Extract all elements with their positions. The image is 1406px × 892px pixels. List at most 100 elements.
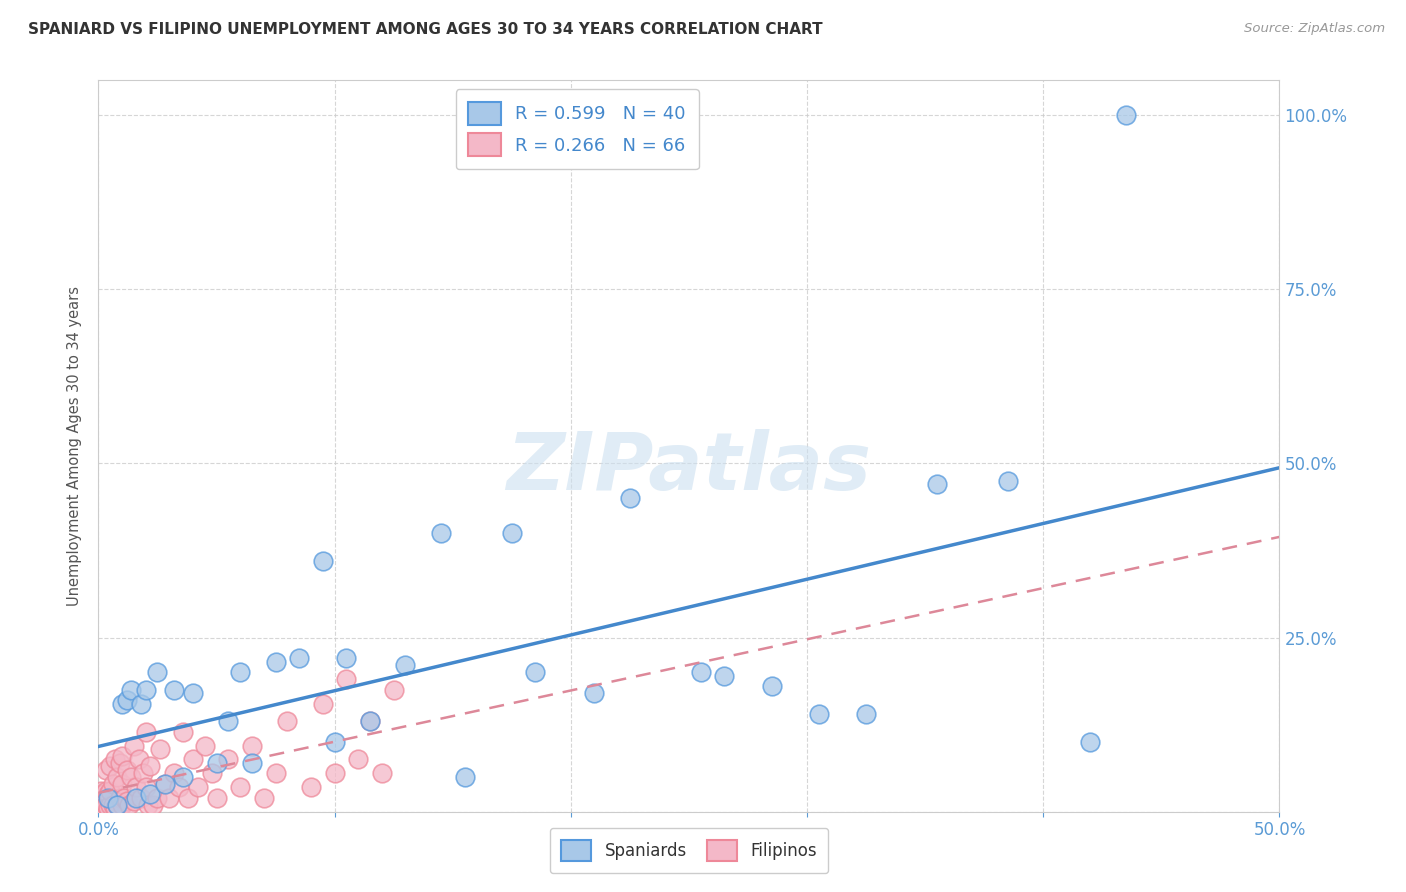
Point xyxy=(98,784,121,798)
Point xyxy=(1115,108,1137,122)
Point xyxy=(97,787,120,801)
Point xyxy=(217,714,239,728)
Point xyxy=(205,790,228,805)
Point xyxy=(101,777,124,791)
Point xyxy=(205,756,228,770)
Point xyxy=(97,801,120,815)
Point xyxy=(121,770,143,784)
Point xyxy=(118,797,141,812)
Point xyxy=(132,766,155,780)
Point xyxy=(217,752,239,766)
Text: ZIPatlas: ZIPatlas xyxy=(506,429,872,507)
Point xyxy=(91,787,114,801)
Point xyxy=(264,655,287,669)
Point xyxy=(323,735,346,749)
Point xyxy=(163,682,186,697)
Point xyxy=(111,797,134,812)
Point xyxy=(153,777,176,791)
Point xyxy=(181,752,204,766)
Point xyxy=(167,780,190,795)
Point xyxy=(323,766,346,780)
Point xyxy=(501,526,523,541)
Point xyxy=(122,739,145,753)
Point xyxy=(163,766,186,780)
Point xyxy=(187,780,209,795)
Point xyxy=(172,724,194,739)
Point xyxy=(98,759,121,773)
Point xyxy=(264,766,287,780)
Point xyxy=(177,790,200,805)
Point xyxy=(146,665,169,680)
Point xyxy=(229,780,252,795)
Point xyxy=(153,777,176,791)
Point xyxy=(94,763,117,777)
Point xyxy=(90,784,112,798)
Point xyxy=(94,797,117,812)
Point xyxy=(335,673,357,687)
Text: SPANIARD VS FILIPINO UNEMPLOYMENT AMONG AGES 30 TO 34 YEARS CORRELATION CHART: SPANIARD VS FILIPINO UNEMPLOYMENT AMONG … xyxy=(28,22,823,37)
Point xyxy=(135,682,157,697)
Point xyxy=(619,491,641,506)
Point xyxy=(299,780,322,795)
Point xyxy=(149,742,172,756)
Point xyxy=(240,756,263,770)
Point xyxy=(453,770,475,784)
Point xyxy=(108,756,131,770)
Point xyxy=(115,693,138,707)
Point xyxy=(104,801,127,815)
Point xyxy=(91,801,114,815)
Point xyxy=(394,658,416,673)
Point xyxy=(524,665,547,680)
Point xyxy=(139,759,162,773)
Point xyxy=(172,770,194,784)
Point xyxy=(142,797,165,812)
Point xyxy=(359,714,381,728)
Point xyxy=(135,724,157,739)
Point xyxy=(359,714,381,728)
Point xyxy=(229,665,252,680)
Point xyxy=(253,790,276,805)
Point xyxy=(146,790,169,805)
Point xyxy=(288,651,311,665)
Point xyxy=(194,739,217,753)
Point xyxy=(855,707,877,722)
Point xyxy=(335,651,357,665)
Point xyxy=(583,686,606,700)
Point xyxy=(105,797,128,812)
Point xyxy=(104,752,127,766)
Point xyxy=(111,749,134,764)
Point xyxy=(181,686,204,700)
Point xyxy=(135,780,157,795)
Point xyxy=(105,797,128,812)
Point xyxy=(997,474,1019,488)
Point xyxy=(129,697,152,711)
Point xyxy=(115,763,138,777)
Point xyxy=(382,682,405,697)
Point xyxy=(98,797,121,812)
Point xyxy=(347,752,370,766)
Point xyxy=(90,797,112,812)
Legend: Spaniards, Filipinos: Spaniards, Filipinos xyxy=(550,828,828,873)
Point xyxy=(105,770,128,784)
Point xyxy=(121,682,143,697)
Y-axis label: Unemployment Among Ages 30 to 34 years: Unemployment Among Ages 30 to 34 years xyxy=(67,286,83,606)
Point xyxy=(761,679,783,693)
Point xyxy=(371,766,394,780)
Point xyxy=(430,526,453,541)
Point xyxy=(125,790,148,805)
Point xyxy=(139,787,162,801)
Point xyxy=(1080,735,1102,749)
Point xyxy=(115,794,138,808)
Point xyxy=(122,794,145,808)
Point xyxy=(129,790,152,805)
Point xyxy=(689,665,711,680)
Text: Source: ZipAtlas.com: Source: ZipAtlas.com xyxy=(1244,22,1385,36)
Point xyxy=(312,697,335,711)
Point xyxy=(111,777,134,791)
Point xyxy=(97,790,120,805)
Point xyxy=(925,477,948,491)
Point xyxy=(157,790,180,805)
Point xyxy=(713,669,735,683)
Point xyxy=(312,554,335,568)
Point xyxy=(125,780,148,795)
